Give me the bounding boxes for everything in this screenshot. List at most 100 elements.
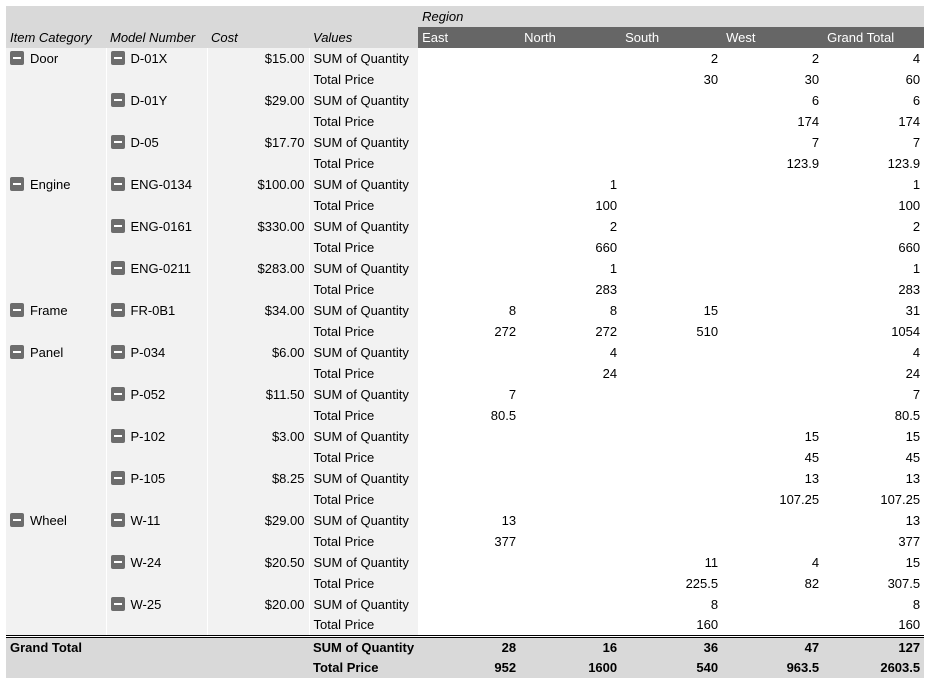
cell-east: 7	[508, 387, 517, 402]
value-label: Total Price	[309, 111, 419, 132]
table-row: Door D-01X $15.00 SUM of Quantity 2 2 4	[6, 48, 924, 69]
region-field-label[interactable]: Region	[418, 6, 925, 27]
model-cell: ENG-0211	[106, 258, 208, 279]
grand-total-label: Grand Total	[6, 634, 309, 657]
collapse-icon[interactable]	[110, 471, 125, 485]
cost-cell	[207, 153, 310, 174]
cell-west: 30	[804, 72, 820, 87]
cell-grand-total: 660	[898, 240, 921, 255]
category-cell	[6, 153, 107, 174]
collapse-icon[interactable]	[110, 261, 125, 275]
model-cell	[106, 321, 208, 342]
cost-cell: $20.00	[207, 594, 310, 615]
value-label: SUM of Quantity	[309, 132, 419, 153]
collapse-icon[interactable]	[110, 135, 125, 149]
collapse-icon[interactable]	[110, 177, 125, 191]
collapse-icon[interactable]	[10, 177, 24, 191]
value-label: Total Price	[309, 69, 419, 90]
cell-south	[621, 468, 722, 489]
cell-north	[520, 594, 621, 615]
cell-east	[418, 237, 520, 258]
collapse-icon[interactable]	[10, 51, 24, 65]
model-label: P-052	[130, 387, 166, 402]
cell-south	[621, 153, 722, 174]
model-cell	[106, 153, 208, 174]
collapse-icon[interactable]	[110, 303, 125, 317]
collapse-icon[interactable]	[110, 345, 125, 359]
collapse-icon[interactable]	[110, 597, 125, 611]
category-cell	[6, 237, 107, 258]
table-row: Total Price 660 660	[6, 237, 924, 258]
model-number-field[interactable]: Model Number	[106, 27, 207, 48]
table-row: D-01Y $29.00 SUM of Quantity 6 6	[6, 90, 924, 111]
cell-east	[418, 195, 520, 216]
cell-west: 15	[804, 429, 820, 444]
value-label: SUM of Quantity	[309, 510, 419, 531]
value-label: SUM of Quantity	[309, 384, 419, 405]
model-label: W-24	[130, 555, 162, 570]
column-header-north: North	[520, 27, 622, 48]
cell-east	[418, 342, 520, 363]
value-label: SUM of Quantity	[309, 634, 419, 657]
collapse-icon[interactable]	[110, 555, 125, 569]
cell-grand-total: 7	[912, 387, 921, 402]
cost-field[interactable]: Cost	[207, 27, 309, 48]
cell-east	[418, 489, 520, 510]
model-label: W-25	[130, 597, 162, 612]
cost-cell	[207, 573, 310, 594]
collapse-icon[interactable]	[110, 219, 125, 233]
grand-total-west: 47	[722, 634, 824, 657]
value-label: SUM of Quantity	[309, 174, 419, 195]
cell-north	[520, 447, 621, 468]
cell-north: 272	[595, 324, 618, 339]
cell-west	[722, 405, 823, 426]
cell-east	[418, 153, 520, 174]
collapse-icon[interactable]	[10, 345, 24, 359]
cost-cell: $15.00	[207, 48, 310, 69]
category-cell	[6, 90, 107, 111]
model-cell: P-105	[106, 468, 208, 489]
grand-total-south: 540	[621, 657, 723, 678]
collapse-icon[interactable]	[110, 51, 125, 65]
cell-grand-total: 100	[898, 198, 921, 213]
cell-east	[418, 111, 520, 132]
cell-west	[722, 615, 823, 636]
cell-grand-total: 15	[905, 555, 921, 570]
values-field[interactable]: Values	[309, 27, 419, 48]
model-cell	[106, 573, 208, 594]
collapse-icon[interactable]	[110, 429, 125, 443]
collapse-icon[interactable]	[110, 513, 125, 527]
model-label: ENG-0134	[130, 177, 192, 192]
model-cell	[106, 237, 208, 258]
value-label: Total Price	[309, 279, 419, 300]
category-label: Frame	[30, 303, 68, 318]
collapse-icon[interactable]	[10, 513, 24, 527]
cost-cell: $17.70	[207, 132, 310, 153]
category-label: Door	[30, 51, 59, 66]
cell-east: 13	[501, 513, 517, 528]
value-label: Total Price	[309, 657, 419, 678]
cell-north	[520, 153, 621, 174]
item-category-field[interactable]: Item Category	[6, 27, 106, 48]
cell-east	[418, 615, 520, 636]
cell-west: 6	[811, 93, 820, 108]
cell-west: 82	[804, 576, 820, 591]
model-cell: D-01Y	[106, 90, 208, 111]
grand-total-grand-total: 127	[823, 634, 925, 657]
cell-grand-total: 13	[905, 513, 921, 528]
cell-south: 15	[703, 303, 719, 318]
cell-south	[621, 510, 722, 531]
model-cell: FR-0B1	[106, 300, 208, 321]
collapse-icon[interactable]	[10, 303, 24, 317]
value-label: Total Price	[309, 489, 419, 510]
cell-north	[520, 573, 621, 594]
collapse-icon[interactable]	[110, 93, 125, 107]
cost-cell: $100.00	[207, 174, 310, 195]
table-row: D-05 $17.70 SUM of Quantity 7 7	[6, 132, 924, 153]
category-label: Wheel	[30, 513, 67, 528]
cell-west	[722, 258, 823, 279]
cost-cell: $29.00	[207, 90, 310, 111]
collapse-icon[interactable]	[110, 387, 125, 401]
cell-north	[520, 132, 621, 153]
model-label: ENG-0161	[130, 219, 192, 234]
